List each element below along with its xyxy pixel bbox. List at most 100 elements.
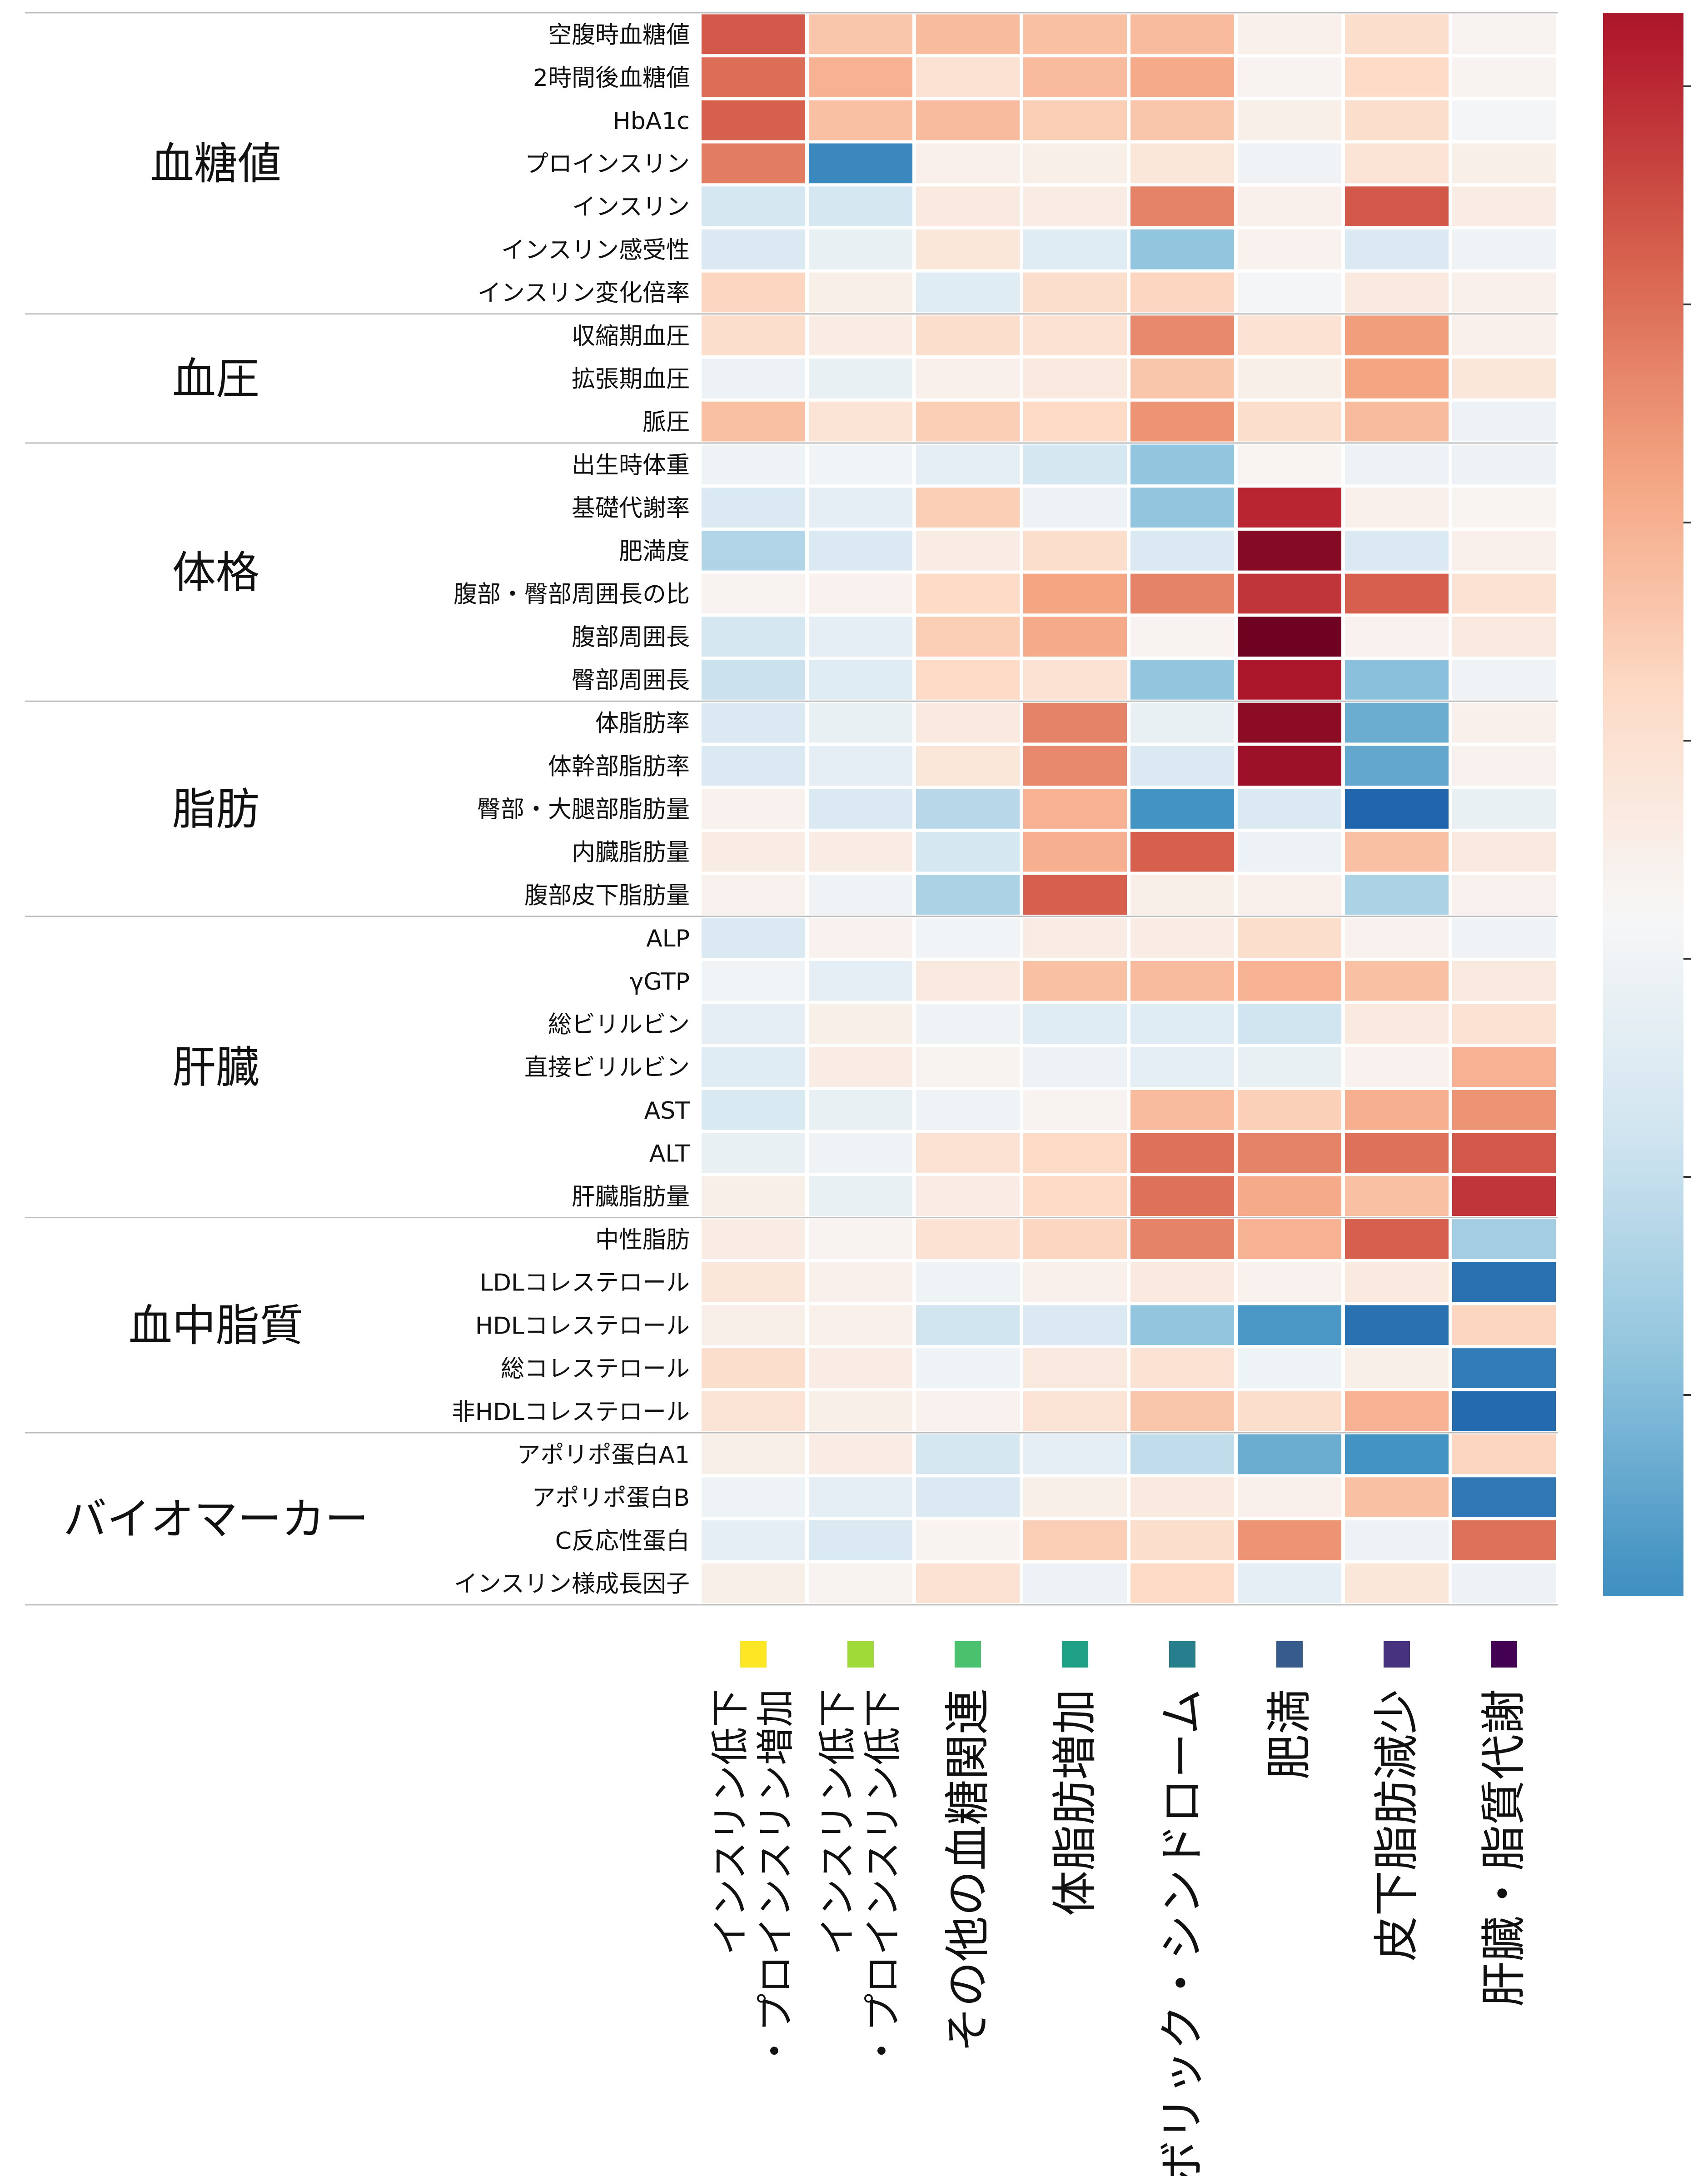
heatmap-cell <box>702 57 805 97</box>
heatmap-cell <box>1130 1262 1234 1302</box>
column-label: 肥満 <box>1263 1689 1316 1780</box>
heatmap-cell <box>1452 186 1556 226</box>
heatmap-cell <box>916 488 1020 528</box>
heatmap-cell <box>1452 100 1556 140</box>
heatmap-cell <box>809 359 912 398</box>
heatmap-cell <box>809 1391 912 1431</box>
heatmap-cell <box>1130 315 1234 356</box>
row-label: 体脂肪率 <box>595 710 690 737</box>
heatmap-cell <box>1238 660 1341 700</box>
heatmap-cell <box>1238 1133 1341 1173</box>
heatmap-cell <box>702 1477 805 1517</box>
heatmap-cell <box>1023 272 1127 313</box>
heatmap-cell <box>916 573 1020 614</box>
heatmap-cell <box>809 1262 912 1302</box>
heatmap-cell <box>1345 488 1449 528</box>
heatmap-cell <box>916 702 1020 743</box>
heatmap-cell <box>916 57 1020 97</box>
heatmap-cell <box>1345 961 1449 1001</box>
column-label: メタボリック・シンドローム <box>1155 1689 1209 2176</box>
row-label: AST <box>644 1097 690 1125</box>
heatmap-cell <box>1130 1477 1234 1517</box>
heatmap-cell <box>1345 1305 1449 1345</box>
row-label: HDLコレステロール <box>475 1312 690 1339</box>
heatmap-cell <box>1345 702 1449 743</box>
heatmap-cell <box>1130 617 1234 657</box>
heatmap-cell <box>1130 1133 1234 1173</box>
heatmap-cell <box>1023 573 1127 614</box>
row-label: 臀部周囲長 <box>572 667 690 694</box>
heatmap-cell <box>1130 14 1234 55</box>
heatmap-cell <box>1452 660 1556 700</box>
heatmap-cell <box>916 1305 1020 1345</box>
heatmap-cell <box>1452 1176 1556 1216</box>
heatmap-cell <box>1023 1477 1127 1517</box>
heatmap-cell <box>809 1434 912 1474</box>
heatmap-cell <box>1452 1563 1556 1603</box>
colorbar-gradient <box>1603 13 1683 1596</box>
heatmap-cell <box>809 617 912 657</box>
heatmap-cell <box>702 746 805 786</box>
heatmap-cell <box>1345 573 1449 614</box>
heatmap-cell <box>1238 1563 1341 1603</box>
heatmap-cell <box>809 444 912 485</box>
heatmap-cell <box>1345 57 1449 97</box>
heatmap-cell <box>916 359 1020 398</box>
heatmap-cell <box>1023 1047 1127 1087</box>
heatmap-cell <box>809 272 912 313</box>
heatmap-cell <box>1452 1520 1556 1560</box>
heatmap-cell <box>1238 229 1341 269</box>
heatmap-cell <box>702 488 805 528</box>
heatmap-cell <box>1452 702 1556 743</box>
heatmap-cell <box>1023 143 1127 184</box>
heatmap-cell <box>1345 789 1449 829</box>
heatmap-cell <box>1023 617 1127 657</box>
heatmap-cell <box>916 660 1020 700</box>
heatmap-cell <box>1238 143 1341 184</box>
heatmap-cell <box>1345 1133 1449 1173</box>
heatmap-cell <box>916 1176 1020 1216</box>
heatmap-cell <box>1023 1348 1127 1388</box>
heatmap-cell <box>702 789 805 829</box>
heatmap-cell <box>809 789 912 829</box>
row-label: γGTP <box>630 968 690 996</box>
heatmap-cell <box>1345 100 1449 140</box>
heatmap-cell <box>916 1262 1020 1302</box>
heatmap-cell <box>1238 272 1341 313</box>
heatmap-cell <box>809 573 912 614</box>
heatmap-cell <box>1345 186 1449 226</box>
heatmap-cell <box>1130 229 1234 269</box>
heatmap-cell <box>702 359 805 398</box>
heatmap-cell <box>1238 401 1341 442</box>
colorbar <box>1603 13 1691 1596</box>
heatmap-cell <box>702 875 805 915</box>
heatmap-cell <box>809 530 912 571</box>
heatmap-cell <box>702 1004 805 1044</box>
heatmap-cell <box>1238 1219 1341 1259</box>
column-marker <box>1384 1641 1410 1668</box>
column-label: インスリン低下・プロインスリン増加 <box>708 1689 798 2070</box>
row-label: ALP <box>646 925 690 952</box>
row-label: 腹部皮下脂肪量 <box>524 882 690 909</box>
row-label: C反応性蛋白 <box>555 1528 690 1555</box>
heatmap-cell <box>809 1176 912 1216</box>
heatmap-cell <box>916 746 1020 786</box>
heatmap-cell <box>1130 1520 1234 1560</box>
heatmap-cell <box>809 1305 912 1345</box>
heatmap-cell <box>1452 57 1556 97</box>
heatmap-cell <box>1130 918 1234 958</box>
heatmap-cell <box>809 832 912 872</box>
row-label: 肝臓脂肪量 <box>572 1183 690 1210</box>
heatmap-cell <box>809 1563 912 1603</box>
heatmap-cell <box>916 1133 1020 1173</box>
heatmap-cell <box>1345 1176 1449 1216</box>
heatmap-cell <box>1452 918 1556 958</box>
heatmap-cell <box>916 875 1020 915</box>
heatmap-cell <box>1452 1047 1556 1087</box>
row-label: HbA1c <box>613 108 690 135</box>
heatmap-cell <box>1130 1176 1234 1216</box>
heatmap-cell <box>1345 143 1449 184</box>
heatmap-cell <box>1130 1348 1234 1388</box>
column-label: 体脂肪増加 <box>1048 1689 1101 1916</box>
